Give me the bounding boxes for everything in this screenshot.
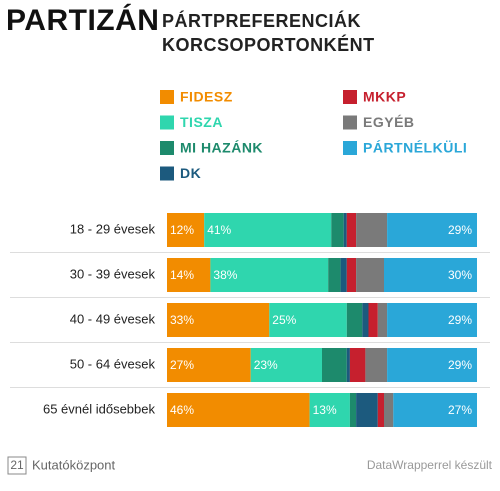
bar-segment	[167, 303, 270, 337]
bar-segment	[269, 303, 347, 337]
bar-segment	[204, 213, 332, 247]
bar-segment	[167, 213, 205, 247]
value-label: 33%	[170, 313, 194, 327]
bar-segment	[368, 303, 378, 337]
value-label: 46%	[170, 403, 194, 417]
bar-segment	[167, 258, 211, 292]
legend-label: MI HAZÁNK	[180, 140, 263, 156]
source-right: DataWrapperrel készült	[367, 458, 493, 472]
value-label: 41%	[207, 223, 231, 237]
bar-segment	[356, 213, 388, 247]
logo: PARTIZÁN	[6, 4, 160, 37]
value-label: 27%	[448, 403, 472, 417]
legend-swatch	[160, 115, 174, 130]
source-left: Kutatóközpont	[32, 457, 116, 472]
bar-segment	[356, 393, 378, 427]
chart-title: PÁRTPREFERENCIÁK KORCSOPORTONKÉNT	[162, 11, 375, 55]
legend-label: TISZA	[180, 114, 223, 130]
value-label: 14%	[170, 268, 194, 282]
legend-label: PÁRTNÉLKÜLI	[363, 140, 467, 156]
value-label: 27%	[170, 358, 194, 372]
bar-segment	[387, 213, 477, 247]
legend-label: EGYÉB	[363, 114, 415, 130]
bar-segment	[167, 393, 310, 427]
value-label: 25%	[272, 313, 296, 327]
legend-label: DK	[180, 165, 201, 181]
bar-segment	[309, 393, 350, 427]
bar-segment	[349, 393, 357, 427]
bar-segment	[346, 303, 363, 337]
category-label: 40 - 49 évesek	[70, 311, 156, 326]
legend-label: FIDESZ	[180, 89, 233, 105]
value-label: 12%	[170, 223, 194, 237]
legend-swatch	[160, 166, 174, 181]
bar-segment	[346, 348, 350, 382]
category-label: 65 évnél idősebbek	[43, 401, 156, 416]
category-label: 18 - 29 évesek	[70, 221, 156, 236]
bar-segment	[384, 258, 477, 292]
value-label: 23%	[254, 358, 278, 372]
bar-segment	[328, 258, 341, 292]
value-label: 38%	[213, 268, 237, 282]
bar-segment	[356, 258, 384, 292]
bar-segment	[343, 213, 347, 247]
bar-segment	[322, 348, 347, 382]
bar-segment	[377, 393, 384, 427]
bar-segment	[387, 348, 477, 382]
legend-swatch	[343, 90, 357, 104]
bar-segment	[340, 258, 347, 292]
bar-segment	[384, 393, 394, 427]
bar-segment	[346, 213, 357, 247]
bar-segment	[250, 348, 322, 382]
legend-swatch	[343, 141, 357, 155]
bar-segment	[346, 258, 357, 292]
value-label: 30%	[448, 268, 472, 282]
legend-label: MKKP	[363, 89, 406, 105]
value-label: 29%	[448, 313, 472, 327]
legend-swatch	[160, 141, 174, 155]
value-label: 13%	[313, 403, 337, 417]
bar-segment	[331, 213, 344, 247]
legend-swatch	[343, 115, 357, 130]
value-label: 29%	[448, 358, 472, 372]
source-number: 21	[10, 458, 24, 472]
bar-segment	[365, 348, 388, 382]
bar-segment	[377, 303, 388, 337]
bar-segment	[167, 348, 251, 382]
bar-segment	[349, 348, 366, 382]
legend-swatch	[160, 90, 174, 104]
value-label: 29%	[448, 223, 472, 237]
bar-segment	[362, 303, 369, 337]
category-label: 30 - 39 évesek	[70, 266, 156, 281]
bar-segment	[387, 303, 477, 337]
bar-segment	[210, 258, 329, 292]
category-label: 50 - 64 évesek	[70, 356, 156, 371]
bar-segment	[393, 393, 477, 427]
logo-box	[7, 456, 27, 475]
